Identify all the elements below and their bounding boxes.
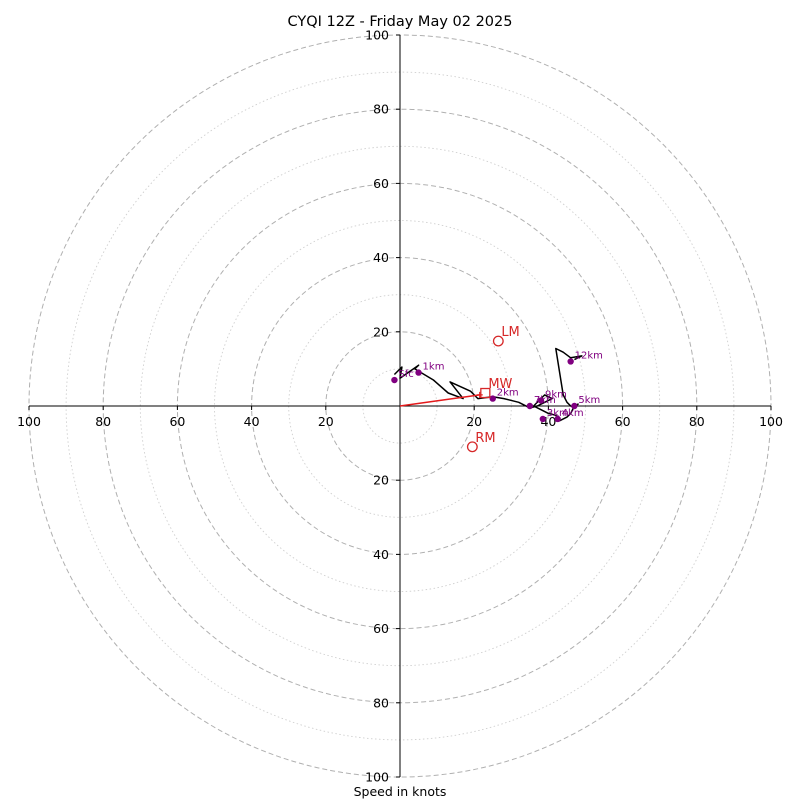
storm-vector-line <box>399 394 480 407</box>
hodograph-trace-group <box>393 347 583 422</box>
height-marker-label: 2km <box>497 388 519 399</box>
storm-motion-markers: LM MW RM <box>466 325 520 453</box>
storm-motion-marker <box>466 441 478 453</box>
x-axis-label: Speed in knots <box>354 784 447 799</box>
height-marker-label: 3km <box>547 408 569 419</box>
storm-motion-marker <box>492 335 504 347</box>
height-marker-label: 1km <box>423 362 445 373</box>
y-tick-label: 80 <box>373 695 389 710</box>
x-tick-label: 60 <box>169 414 185 429</box>
height-marker-label: 9km <box>545 389 567 400</box>
storm-motion-label: LM <box>501 325 519 340</box>
x-tick-label: 100 <box>759 414 783 429</box>
y-tick-label: 100 <box>365 770 389 785</box>
height-marker-label: 5km <box>578 395 600 406</box>
storm-motion-marker <box>480 387 491 399</box>
y-tick-label: 20 <box>373 473 389 488</box>
height-marker <box>489 395 496 402</box>
chart-title: CYQI 12Z - Friday May 02 2025 <box>288 14 513 30</box>
height-marker <box>526 402 534 410</box>
height-marker <box>391 376 398 384</box>
height-marker <box>539 415 547 423</box>
y-tick-label: 80 <box>373 102 389 117</box>
x-tick-label: 80 <box>689 414 705 429</box>
x-tick-label: 20 <box>318 414 334 429</box>
y-tick-label: 40 <box>373 250 389 265</box>
storm-motion-label: RM <box>475 431 495 446</box>
height-marker <box>567 358 574 365</box>
height-marker-label: 12km <box>575 350 603 361</box>
height-marker-label: 4km <box>562 408 584 419</box>
y-tick-label: 60 <box>373 621 389 636</box>
storm-motion-label: MW <box>488 377 512 392</box>
tick-labels: 100 80 60 40 20 20 40 60 80 100100806040202040608… <box>17 28 783 785</box>
storm-vector-group <box>399 391 483 407</box>
height-marker <box>537 397 545 404</box>
hodograph-trace <box>393 347 583 422</box>
height-marker <box>571 402 578 410</box>
height-marker-label: 7km <box>534 395 556 406</box>
height-marker <box>554 415 561 423</box>
height-marker <box>415 369 422 376</box>
height-marker-label: Sfc <box>398 369 413 380</box>
y-tick-label: 40 <box>373 547 389 562</box>
x-tick-label: 20 <box>466 414 482 429</box>
x-tick-label: 40 <box>244 414 260 429</box>
y-tick-label: 20 <box>373 324 389 339</box>
x-tick-label: 60 <box>615 414 631 429</box>
x-tick-label: 100 <box>17 414 41 429</box>
x-tick-label: 80 <box>95 414 111 429</box>
y-tick-label: 60 <box>373 176 389 191</box>
y-tick-label: 100 <box>365 28 389 43</box>
